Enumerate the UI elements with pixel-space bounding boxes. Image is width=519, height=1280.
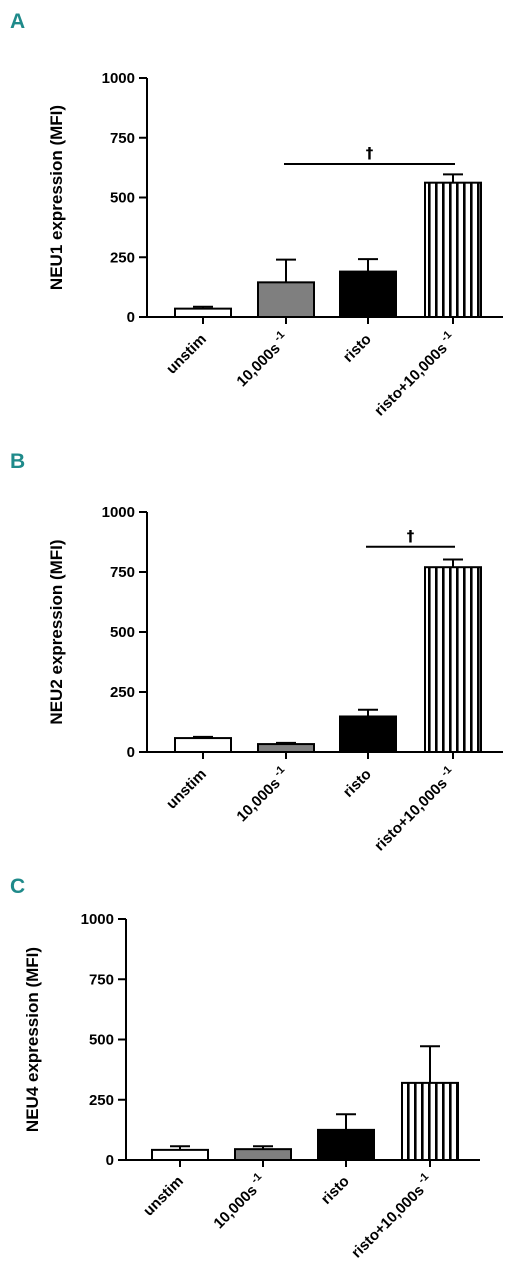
bar-0 bbox=[174, 737, 232, 753]
x-tick-label: unstim bbox=[163, 766, 210, 813]
x-tick-label: risto bbox=[318, 1173, 353, 1208]
chart-panel-c: C 0 250 500 750 1000 NEU4 expression (MFI) unst… bbox=[0, 840, 519, 1280]
bar-0 bbox=[174, 307, 232, 319]
panel-letter: A bbox=[10, 10, 25, 33]
y-tick-label: 1000 bbox=[81, 911, 114, 928]
bar-3 bbox=[401, 1081, 459, 1162]
y-tick-label: 250 bbox=[89, 1092, 114, 1109]
bar-3 bbox=[424, 181, 482, 318]
significance-marker: † bbox=[407, 527, 415, 545]
y-tick-label: 250 bbox=[110, 684, 135, 701]
chart-panel-b: B 0 250 500 750 1000 NEU2 expression (MFI) unst… bbox=[0, 435, 519, 875]
bar-0 bbox=[151, 1148, 209, 1161]
chart-panel-a: A 0 250 500 750 1000 NEU1 expression (MFI) unst… bbox=[0, 0, 519, 440]
y-axis-label: NEU2 expression (MFI) bbox=[47, 539, 66, 724]
x-tick-label: unstim bbox=[140, 1173, 187, 1220]
y-tick-label: 1000 bbox=[102, 504, 135, 521]
y-tick-label: 500 bbox=[110, 624, 135, 641]
bar-1 bbox=[257, 281, 315, 318]
neu4-bar-chart: C 0 250 500 750 1000 NEU4 expression (MFI) unst… bbox=[10, 875, 480, 1262]
x-tick-label: risto bbox=[340, 331, 375, 366]
panel-letter: B bbox=[10, 450, 25, 473]
y-tick-label: 250 bbox=[110, 249, 135, 266]
y-axis-label: NEU1 expression (MFI) bbox=[47, 105, 66, 290]
neu2-bar-chart: B 0 250 500 750 1000 NEU2 expression (MFI) unst… bbox=[10, 450, 503, 854]
x-tick-label: unstim bbox=[163, 331, 210, 378]
bar-1 bbox=[234, 1148, 292, 1161]
panel-letter: C bbox=[10, 875, 25, 898]
y-tick-label: 0 bbox=[127, 309, 135, 326]
x-tick-label: risto bbox=[340, 766, 375, 801]
y-tick-label: 750 bbox=[110, 564, 135, 581]
bar-2 bbox=[339, 270, 397, 318]
bar-2 bbox=[317, 1128, 375, 1161]
y-tick-label: 500 bbox=[110, 190, 135, 207]
y-axis-label: NEU4 expression (MFI) bbox=[23, 947, 42, 1132]
y-tick-label: 1000 bbox=[102, 70, 135, 87]
y-tick-label: 0 bbox=[106, 1152, 114, 1169]
bar-2 bbox=[339, 715, 397, 754]
x-tick-label: risto+10,000s-1 bbox=[369, 329, 460, 420]
y-tick-label: 750 bbox=[89, 971, 114, 988]
x-tick-label: 10,000s-1 bbox=[231, 764, 293, 826]
y-tick-label: 500 bbox=[89, 1032, 114, 1049]
y-tick-label: 750 bbox=[110, 130, 135, 147]
y-tick-label: 0 bbox=[127, 744, 135, 761]
x-tick-label: risto+10,000s-1 bbox=[346, 1171, 437, 1262]
x-tick-label: 10,000s-1 bbox=[231, 329, 293, 391]
bar-3 bbox=[424, 566, 482, 753]
significance-marker: † bbox=[366, 144, 374, 162]
bar-1 bbox=[257, 743, 315, 753]
neu1-bar-chart: A 0 250 500 750 1000 NEU1 expression (MFI) unst… bbox=[10, 10, 503, 420]
x-tick-label: 10,000s-1 bbox=[208, 1171, 270, 1233]
